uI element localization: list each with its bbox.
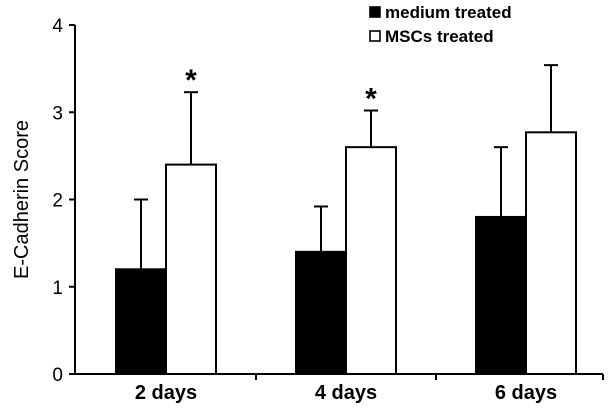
y-tick-label-0: 0 bbox=[52, 365, 63, 386]
error-bars bbox=[134, 64, 558, 270]
legend-label-0: medium treated bbox=[385, 3, 512, 22]
bar-medium-2 bbox=[475, 215, 527, 375]
x-tick-label-1: 4 days bbox=[315, 382, 377, 404]
legend-swatch-1 bbox=[369, 30, 381, 42]
annotations: ** bbox=[185, 64, 377, 115]
significance-marker-1: * bbox=[365, 83, 377, 116]
y-axis-title: E-Cadherin Score bbox=[11, 120, 33, 279]
bar-mscs-2 bbox=[525, 131, 577, 375]
x-tick-label-0: 2 days bbox=[135, 382, 197, 404]
bar-mscs-1 bbox=[345, 146, 397, 375]
significance-marker-0: * bbox=[185, 64, 197, 97]
bar-mscs-0 bbox=[165, 163, 217, 375]
y-tick-label-1: 1 bbox=[52, 278, 63, 299]
legend: medium treated MSCs treated bbox=[369, 3, 512, 46]
y-tick-label-3: 3 bbox=[52, 103, 63, 124]
x-tick-label-2: 6 days bbox=[495, 382, 557, 404]
bar-medium-1 bbox=[295, 250, 347, 376]
y-tick-label-2: 2 bbox=[52, 191, 63, 212]
y-tick-label-4: 4 bbox=[52, 16, 63, 37]
legend-label-1: MSCs treated bbox=[385, 27, 494, 46]
bar-medium-0 bbox=[115, 268, 167, 375]
legend-swatch-0 bbox=[369, 6, 381, 18]
bars bbox=[115, 131, 577, 376]
